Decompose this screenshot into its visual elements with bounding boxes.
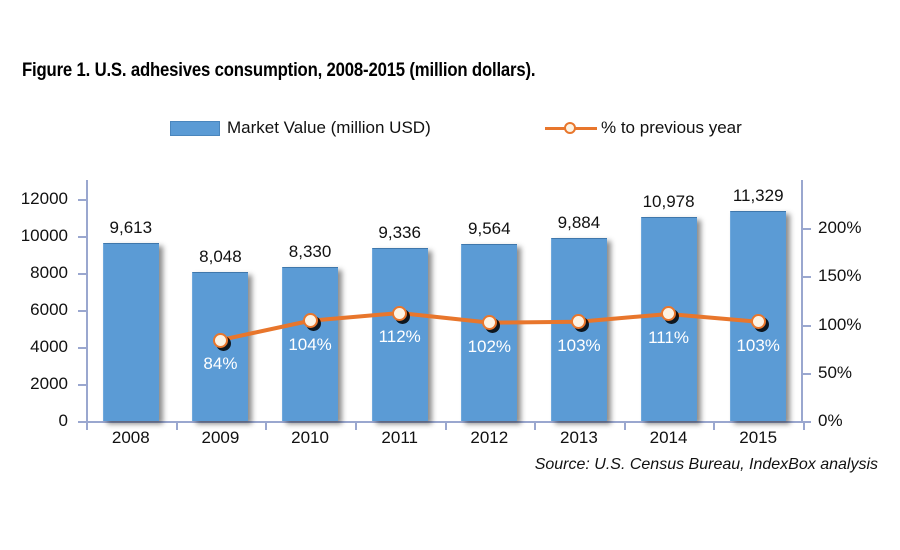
- x-tick: [713, 422, 716, 430]
- legend-item-percent: % to previous year: [545, 113, 742, 143]
- y-tick-label-left: 0: [58, 411, 68, 430]
- y-tick-left: [78, 309, 87, 312]
- x-tick: [175, 422, 178, 430]
- percent-marker-2012[interactable]: [481, 315, 497, 331]
- percent-marker-2013[interactable]: [571, 314, 587, 330]
- percent-label-2010: 104%: [288, 334, 332, 354]
- percent-marker-2009[interactable]: [212, 332, 228, 348]
- x-axis-label: 2010: [291, 428, 329, 447]
- y-tick-right: [802, 228, 811, 231]
- percent-marker-2010[interactable]: [302, 313, 318, 329]
- x-tick: [86, 422, 88, 430]
- x-tick: [623, 422, 626, 430]
- x-tick: [803, 422, 805, 430]
- y-axis-left: [86, 180, 88, 423]
- x-tick: [354, 422, 357, 430]
- legend-line-marker-icon: [545, 120, 597, 136]
- percent-label-2014: 111%: [648, 327, 690, 347]
- source-note: Source: U.S. Census Bureau, IndexBox ana…: [534, 456, 878, 473]
- bar-value-label: 11,329: [732, 185, 784, 205]
- y-tick-label-right: 50%: [818, 362, 853, 382]
- x-axis-label: 2013: [560, 428, 598, 447]
- x-axis-label: 2015: [739, 428, 778, 447]
- percent-marker-2011[interactable]: [392, 305, 408, 321]
- y-tick-label-left: 8000: [30, 262, 68, 282]
- legend-item-market-value: Market Value (million USD): [170, 113, 431, 143]
- figure-title: Figure 1. U.S. adhesives consumption, 20…: [22, 60, 536, 81]
- y-tick-label-left: 12000: [20, 188, 68, 208]
- bar-value-label: 9,613: [109, 217, 153, 237]
- percent-label-2015: 103%: [736, 335, 780, 355]
- y-tick-left: [78, 421, 87, 423]
- y-tick-right: [802, 421, 811, 423]
- x-axis-label: 2011: [381, 428, 418, 447]
- percent-label-2009: 84%: [203, 354, 238, 374]
- y-tick-right: [802, 276, 811, 279]
- y-tick-right: [802, 372, 811, 375]
- bar-value-label: 9,336: [378, 222, 421, 242]
- percent-label-2011: 112%: [378, 327, 421, 347]
- bar-2008[interactable]: [102, 242, 159, 421]
- y-tick-left: [78, 198, 87, 201]
- x-axis-label: 2014: [649, 428, 688, 447]
- y-tick-label-left: 10000: [20, 225, 68, 245]
- y-tick-label-right: 150%: [818, 266, 862, 286]
- y-tick-label-right: 200%: [818, 218, 862, 238]
- y-tick-label-left: 6000: [30, 299, 68, 319]
- bar-2012[interactable]: [461, 243, 518, 421]
- bar-2013[interactable]: [550, 237, 607, 421]
- y-tick-label-right: 0%: [818, 411, 843, 430]
- x-axis-label: 2009: [201, 428, 240, 447]
- x-axis-label: 2008: [111, 428, 150, 447]
- legend-label-market-value: Market Value (million USD): [227, 118, 431, 137]
- x-tick: [444, 422, 447, 430]
- y-tick-label-right: 100%: [818, 314, 862, 334]
- bar-value-label: 8,048: [199, 246, 242, 266]
- percent-marker-2015[interactable]: [750, 314, 766, 330]
- bar-value-label: 10,978: [642, 192, 695, 212]
- y-tick-left: [78, 272, 87, 275]
- percent-marker-2014[interactable]: [661, 306, 677, 322]
- bar-value-label: 9,884: [557, 212, 601, 232]
- percent-label-2012: 102%: [467, 336, 512, 356]
- bar-2010[interactable]: [282, 266, 339, 421]
- y-tick-left: [78, 235, 87, 238]
- y-axis-right: [801, 180, 803, 423]
- bar-value-label: 9,564: [468, 218, 511, 238]
- chart-legend: Market Value (million USD) % to previous…: [170, 113, 790, 143]
- y-tick-label-left: 4000: [30, 336, 68, 356]
- y-tick-left: [78, 383, 87, 386]
- y-tick-label-left: 2000: [30, 373, 68, 393]
- legend-label-percent: % to previous year: [601, 118, 742, 137]
- y-tick-left: [78, 346, 87, 349]
- x-axis-label: 2012: [470, 428, 509, 447]
- x-tick: [534, 422, 537, 430]
- legend-swatch-bar-icon: [170, 120, 220, 136]
- y-tick-right: [802, 324, 811, 327]
- bar-value-label: 8,330: [288, 241, 332, 261]
- x-tick: [265, 422, 268, 430]
- percent-label-2013: 103%: [557, 335, 601, 355]
